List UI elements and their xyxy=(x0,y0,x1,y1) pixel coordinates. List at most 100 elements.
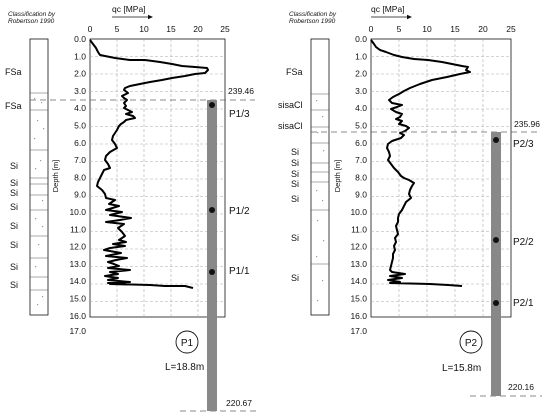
right-qc-arrowhead xyxy=(407,14,412,20)
left-x-tick-15: 15 xyxy=(166,24,176,34)
left-depth-tick: 9.0 xyxy=(74,190,86,200)
right-soil-label: Si xyxy=(291,169,299,179)
right-pile-tag xyxy=(459,330,483,354)
left-pile-length: L=18.8m xyxy=(165,362,204,373)
right-classification-label-1: Classification by xyxy=(289,11,337,18)
left-pile xyxy=(207,100,217,411)
left-pile-tag xyxy=(175,330,199,354)
left-qc-arrowhead xyxy=(148,14,153,20)
right-x-tick-5: 5 xyxy=(397,24,402,34)
right-soil-label: Si xyxy=(291,194,299,204)
right-soil-label: FSa xyxy=(286,67,303,77)
right-depth-tick: 11.0 xyxy=(351,224,367,234)
right-x-tick-15: 15 xyxy=(450,24,460,34)
right-depth-tick: 8.0 xyxy=(355,172,367,182)
right-soil-label: Si xyxy=(291,147,299,157)
right-soil-column xyxy=(310,38,330,316)
right-depth-tick: 10.0 xyxy=(350,207,367,217)
right-soil-label: sisaCl xyxy=(278,121,303,131)
right-sensor-label-3: P2/3 xyxy=(513,139,534,150)
left-depth-tick: 16.0 xyxy=(69,311,86,321)
left-sensor-dot xyxy=(209,207,215,213)
right-classification-label-2: Robertson 1990 xyxy=(289,18,336,25)
left-panel: Classification by Robertson 1990 qc [MPa… xyxy=(5,4,256,412)
right-depth-tick: 5.0 xyxy=(355,121,367,131)
left-soil-label: Si xyxy=(10,188,18,198)
left-classification-label-2: Robertson 1990 xyxy=(8,18,55,25)
right-depth-tick: 14.0 xyxy=(350,276,367,286)
right-sensor-dot xyxy=(493,237,499,243)
left-qc-profile xyxy=(89,39,209,289)
left-depth-label: Depth [m] xyxy=(51,160,60,193)
right-depth-tick: 3.0 xyxy=(355,86,367,96)
left-depth-tick: 13.0 xyxy=(69,259,86,269)
right-panel: Classification by Robertson 1990 qc [MPa… xyxy=(278,4,542,397)
right-depth-tick: 9.0 xyxy=(355,190,367,200)
right-elev-bottom: 220.16 xyxy=(508,382,534,392)
left-elev-top: 239.46 xyxy=(228,86,254,96)
left-soil-column xyxy=(29,38,49,316)
left-classification-label-1: Classification by xyxy=(8,11,56,18)
left-soil-label: Si xyxy=(10,221,18,231)
left-x-tick-5: 5 xyxy=(115,24,120,34)
right-depth-ticks: 0.0 1.0 2.0 3.0 4.0 5.0 6.0 7.0 8.0 9.0 … xyxy=(350,34,367,321)
left-depth-tick: 14.0 xyxy=(69,276,86,286)
right-soil-labels: FSa sisaCl sisaCl Si Si Si Si Si Si Si xyxy=(278,67,303,283)
right-x-tick-25: 25 xyxy=(506,24,516,34)
right-x-tick-0: 0 xyxy=(369,24,374,34)
right-depth-tick: 2.0 xyxy=(355,69,367,79)
left-depth-tick: 0.0 xyxy=(74,34,86,44)
left-x-tick-0: 0 xyxy=(88,24,93,34)
right-qc-profile xyxy=(370,39,471,287)
left-sensor-label-3: P1/3 xyxy=(229,109,250,120)
left-soil-label: Si xyxy=(10,178,18,188)
right-sensor-label-2: P2/2 xyxy=(513,237,534,248)
left-soil-label: Si xyxy=(10,161,18,171)
right-qc-label: qc [MPa] xyxy=(371,4,405,14)
left-depth-tick: 2.0 xyxy=(74,69,86,79)
left-depth-ticks: 0.0 1.0 2.0 3.0 4.0 5.0 6.0 7.0 8.0 9.0 … xyxy=(69,34,86,321)
right-plot-frame xyxy=(370,38,512,318)
right-depth-tick: 6.0 xyxy=(355,138,367,148)
left-soil-label: Si xyxy=(10,280,18,290)
left-sensor-label-2: P1/2 xyxy=(229,206,250,217)
right-x-tick-20: 20 xyxy=(478,24,488,34)
right-depth-label: Depth [m] xyxy=(333,160,342,193)
left-depth-tick: 11.0 xyxy=(70,224,86,234)
right-depth-tick: 13.0 xyxy=(350,259,367,269)
left-x-tick-10: 10 xyxy=(139,24,149,34)
left-x-tick-20: 20 xyxy=(193,24,203,34)
left-soil-label: FSa xyxy=(5,101,22,111)
left-depth-tick: 6.0 xyxy=(74,138,86,148)
left-depth-tick: 10.0 xyxy=(69,207,86,217)
left-pile-name: P1 xyxy=(181,338,194,349)
right-sensor-label-1: P2/1 xyxy=(513,298,534,309)
right-soil-label: Si xyxy=(291,273,299,283)
left-soil-label: Si xyxy=(10,202,18,212)
right-soil-dots xyxy=(316,100,325,302)
left-depth-tick: 1.0 xyxy=(74,51,86,61)
left-sensor-dot xyxy=(209,269,215,275)
left-depth-tick: 12.0 xyxy=(69,242,86,252)
left-soil-dividers xyxy=(30,92,48,291)
right-depth-tick: 4.0 xyxy=(355,103,367,113)
left-hgrid xyxy=(90,56,225,302)
left-depth-tick: 15.0 xyxy=(69,294,86,304)
left-depth-tick: 4.0 xyxy=(74,103,86,113)
right-soil-label: Si xyxy=(291,233,299,243)
right-pile-length: L=15.8m xyxy=(442,363,481,374)
left-elev-bottom: 220.67 xyxy=(226,398,252,408)
left-soil-labels: FSa FSa Si Si Si Si Si Si Si Si xyxy=(5,67,22,290)
right-soil-dividers xyxy=(311,93,329,265)
left-depth-tick: 7.0 xyxy=(74,155,86,165)
left-soil-label: Si xyxy=(10,262,18,272)
right-depth-tick: 1.0 xyxy=(355,51,367,61)
right-depth-tick-17: 17.0 xyxy=(350,326,367,336)
right-pile-name: P2 xyxy=(465,338,478,349)
right-depth-tick: 0.0 xyxy=(355,34,367,44)
left-depth-tick: 8.0 xyxy=(74,172,86,182)
left-qc-label: qc [MPa] xyxy=(112,4,146,14)
right-sensor-dot xyxy=(493,300,499,306)
left-soil-label: FSa xyxy=(5,67,22,77)
